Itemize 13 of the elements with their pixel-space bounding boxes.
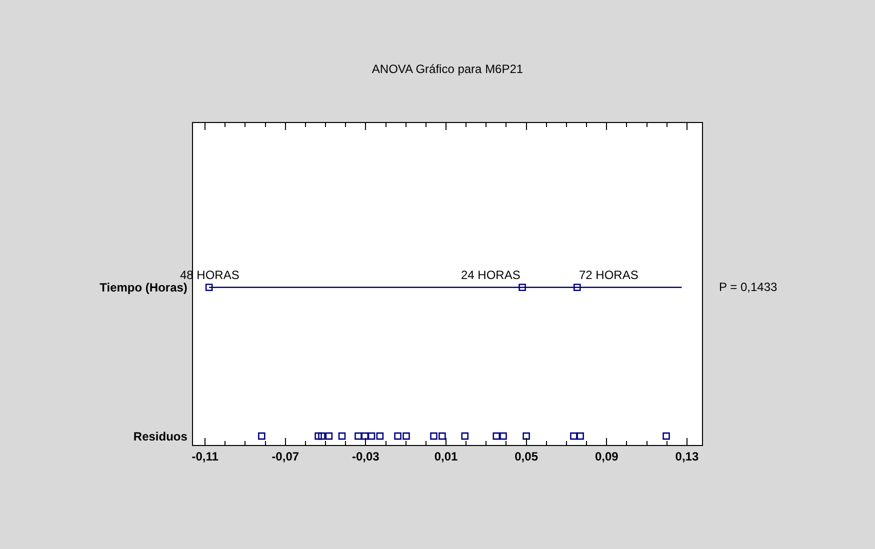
annotation: 72 HORAS: [579, 268, 638, 282]
x-tick-label: -0,07: [272, 450, 300, 464]
x-tick-label: 0,13: [675, 450, 699, 464]
chart-title: ANOVA Gráfico para M6P21: [372, 62, 524, 76]
x-tick-label: -0,03: [352, 450, 380, 464]
x-tick-label: 0,09: [594, 450, 619, 464]
y-tick-label: Residuos: [133, 429, 188, 444]
y-tick-label: Tiempo (Horas): [100, 280, 188, 295]
x-tick-label: -0,11: [192, 450, 219, 464]
x-tick-label: 0,05: [514, 450, 538, 464]
text: P = 0,1433: [719, 280, 778, 294]
annotation: 24 HORAS: [461, 268, 520, 282]
x-tick-label: 0,01: [434, 450, 458, 464]
